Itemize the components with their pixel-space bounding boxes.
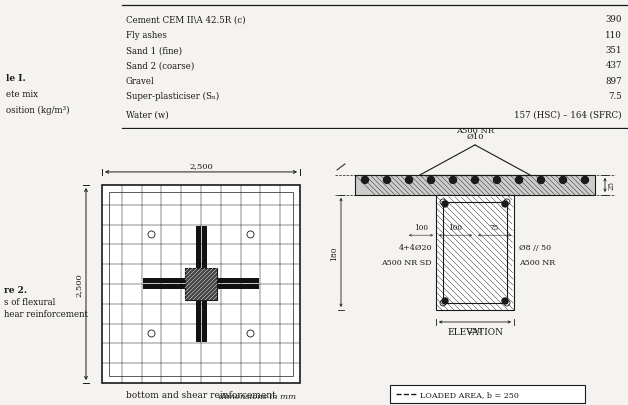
Text: 351: 351: [605, 46, 622, 55]
Circle shape: [502, 201, 508, 207]
Text: s of flexural: s of flexural: [4, 298, 55, 307]
Bar: [390, 385, 585, 403]
Bar: [143, 279, 185, 284]
Text: A500 NR: A500 NR: [519, 258, 555, 266]
Text: 250: 250: [467, 326, 482, 334]
Text: osition (kg/m³): osition (kg/m³): [6, 106, 70, 115]
Circle shape: [442, 201, 448, 207]
Circle shape: [406, 177, 413, 184]
Circle shape: [582, 177, 588, 184]
Text: 2,500: 2,500: [189, 162, 213, 170]
Circle shape: [362, 177, 369, 184]
Text: 897: 897: [605, 77, 622, 85]
Text: 25: 25: [608, 181, 616, 190]
Text: hear reinforcement: hear reinforcement: [4, 310, 88, 319]
Bar: [355, 175, 595, 196]
Bar: [202, 226, 207, 268]
Circle shape: [442, 298, 448, 304]
Text: ELEVATION: ELEVATION: [447, 328, 503, 337]
Bar: [143, 285, 185, 290]
Circle shape: [428, 177, 435, 184]
Bar: [102, 185, 300, 383]
Bar: [217, 285, 259, 290]
Text: 180: 180: [330, 245, 338, 260]
Text: Cement CEM II\A 42.5R (c): Cement CEM II\A 42.5R (c): [126, 15, 245, 24]
Circle shape: [560, 177, 566, 184]
Bar: [102, 185, 300, 383]
Text: re 2.: re 2.: [4, 286, 27, 295]
Text: Ø10: Ø10: [466, 132, 484, 141]
Bar: [185, 268, 217, 300]
Bar: [109, 192, 293, 376]
Circle shape: [538, 177, 544, 184]
Bar: [195, 300, 200, 342]
Text: Sand 1 (fine): Sand 1 (fine): [126, 46, 181, 55]
Text: 75: 75: [490, 224, 499, 232]
Circle shape: [472, 177, 479, 184]
Text: 7.5: 7.5: [608, 92, 622, 101]
Bar: [436, 196, 514, 310]
Text: Super-plasticiser (Sₙ): Super-plasticiser (Sₙ): [126, 92, 219, 101]
Circle shape: [502, 298, 508, 304]
Circle shape: [450, 177, 457, 184]
Text: le I.: le I.: [6, 74, 26, 83]
Text: A500 NR SD: A500 NR SD: [381, 258, 432, 266]
Text: 157 (HSC) – 164 (SFRC): 157 (HSC) – 164 (SFRC): [514, 110, 622, 119]
Text: bottom and shear reinforcement: bottom and shear reinforcement: [126, 390, 276, 399]
Text: dimensions in mm: dimensions in mm: [219, 392, 296, 400]
Text: 110: 110: [605, 31, 622, 40]
Text: Ø8 // 50: Ø8 // 50: [519, 243, 551, 251]
Text: Water (w): Water (w): [126, 110, 168, 119]
Circle shape: [494, 177, 501, 184]
Text: 390: 390: [605, 15, 622, 24]
Bar: [217, 279, 259, 284]
Text: 4+4Ø20: 4+4Ø20: [398, 243, 432, 251]
Text: Gravel: Gravel: [126, 77, 154, 85]
Text: 2,500: 2,500: [75, 273, 83, 296]
Bar: [195, 226, 200, 268]
Text: Fly ashes: Fly ashes: [126, 31, 166, 40]
Text: Sand 2 (coarse): Sand 2 (coarse): [126, 61, 194, 70]
Circle shape: [516, 177, 522, 184]
Bar: [443, 202, 507, 303]
Text: 100: 100: [448, 224, 462, 232]
Text: A500 NR: A500 NR: [456, 127, 494, 134]
Circle shape: [384, 177, 391, 184]
Text: 100: 100: [414, 224, 428, 232]
Text: 437: 437: [605, 61, 622, 70]
Text: ete mix: ete mix: [6, 90, 38, 98]
Text: LOADED AREA, b = 250: LOADED AREA, b = 250: [420, 390, 519, 398]
Bar: [202, 300, 207, 342]
